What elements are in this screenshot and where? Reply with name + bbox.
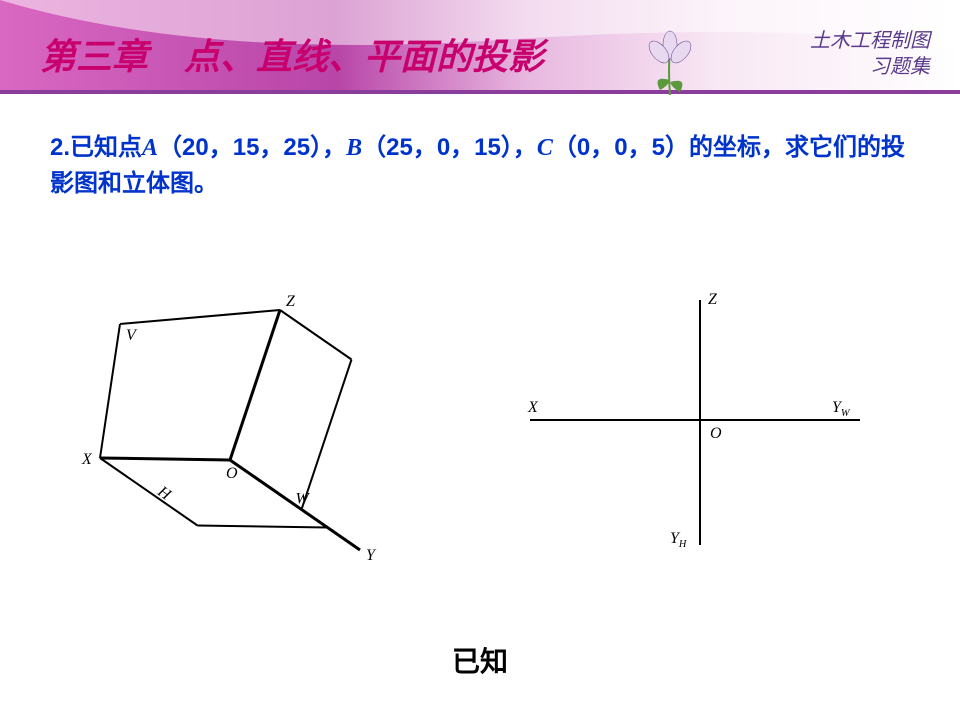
orthographic-diagram: Z X O YW YH (500, 270, 900, 580)
svg-text:W: W (296, 491, 311, 508)
point-b: B (346, 135, 362, 161)
svg-text:Z: Z (286, 293, 296, 310)
book-subtitle: 土木工程制图 习题集 (810, 28, 930, 80)
coord-a: （20，15，25）， (158, 134, 346, 161)
coord-c: （0，0，5） (553, 134, 689, 161)
subtitle-line1: 土木工程制图 (810, 30, 930, 52)
problem-statement: 2.已知点A（20，15，25），B（25，0，15），C（0，0，5）的坐标，… (50, 130, 920, 202)
svg-text:YH: YH (670, 530, 687, 550)
diagram-area: Z X Y O V W H Z X O YW YH (60, 270, 900, 600)
coord-b: （25，0，15）， (362, 134, 537, 161)
point-c: C (537, 135, 553, 161)
svg-text:Y: Y (366, 547, 377, 564)
point-a: A (142, 135, 158, 161)
svg-text:Z: Z (708, 291, 718, 308)
problem-number: 2. (50, 134, 70, 161)
chapter-title: 第三章 点、直线、平面的投影 (40, 28, 544, 80)
axonometric-diagram: Z X Y O V W H (60, 270, 430, 580)
svg-text:O: O (226, 465, 238, 482)
subtitle-line2: 习题集 (870, 56, 930, 78)
svg-text:O: O (710, 425, 722, 442)
problem-t1: 已知点 (70, 134, 142, 161)
svg-text:V: V (126, 327, 138, 344)
svg-text:X: X (527, 399, 539, 416)
given-label: 已知 (0, 640, 960, 680)
svg-text:H: H (154, 483, 175, 505)
svg-text:YW: YW (832, 399, 851, 419)
svg-text:X: X (81, 451, 93, 468)
